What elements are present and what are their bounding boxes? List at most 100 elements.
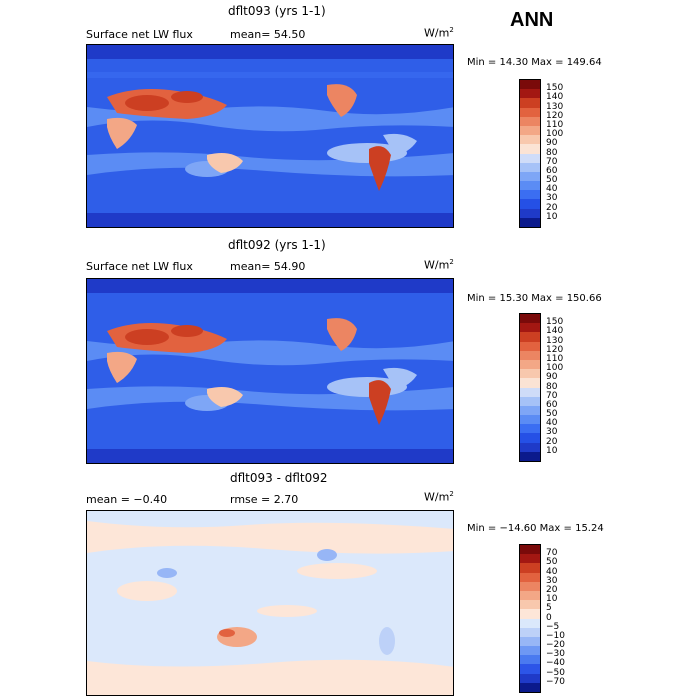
colorbar-swatch [520,442,540,452]
colorbar-swatch [520,153,540,163]
colorbar-swatch [520,89,540,99]
colorbar-tick-label: 70 [546,548,558,559]
colorbar-swatch [520,314,540,324]
colorbar-tick-label: 10 [546,211,558,222]
colorbar-tick-label: 20 [546,202,558,213]
colorbar-tick-label: 80 [546,147,558,158]
colorbar-swatch [520,618,540,628]
colorbar-swatch [520,116,540,126]
colorbar-tick-label: 140 [546,326,564,337]
colorbar-swatch [520,341,540,351]
colorbar-swatch [520,199,540,209]
colorbar-tick-label: 120 [546,344,564,355]
colorbar-tick-label: 20 [546,436,558,447]
colorbar-swatch [520,208,540,218]
colorbar-tick-label: 100 [546,363,564,374]
colorbar-tick-label: 0 [546,612,552,623]
colorbar-tick-label: 30 [546,193,558,204]
colorbar-tick-label: 30 [546,427,558,438]
colorbar-swatch [520,80,540,90]
colorbar-swatch [520,609,540,619]
colorbar-tick-label: 60 [546,165,558,176]
panel3-map-field [87,511,453,695]
colorbar-swatch [520,125,540,136]
colorbar-tick-label: 130 [546,335,564,346]
panel3-mean-label: mean = −0.40 [86,493,168,506]
panel1-title: dflt093 (yrs 1-1) [228,4,326,18]
colorbar-tick-label: 10 [546,594,558,605]
colorbar-tick-label: −50 [546,667,565,678]
colorbar-swatch [520,98,540,108]
panel1-map [86,44,454,228]
colorbar-swatch [520,387,540,397]
colorbar-swatch [520,171,540,182]
colorbar-swatch [520,433,540,443]
colorbar-swatch [520,682,540,692]
colorbar-swatch [520,600,540,610]
colorbar-swatch [520,590,540,601]
panel1-mean-label: mean= 54.50 [230,28,306,41]
panel2-title: dflt092 (yrs 1-1) [228,238,326,252]
panel2-map [86,278,454,464]
colorbar-tick-label: 100 [546,129,564,140]
colorbar-swatch [520,359,540,370]
colorbar-swatch [520,627,540,637]
panel2-minmax: Min = 15.30 Max = 150.66 [467,293,602,304]
panel1-map-field [87,45,453,227]
colorbar-tick-label: 40 [546,184,558,195]
colorbar-swatch [520,581,540,591]
colorbar-tick-label: 50 [546,409,558,420]
colorbar-tick-label: −70 [546,676,565,687]
colorbar-tick-label: 90 [546,138,558,149]
colorbar-swatch [520,545,540,555]
panel1-units: W/m2 [424,26,454,40]
panel3-map [86,510,454,696]
colorbar-tick-label: 30 [546,575,558,586]
colorbar-tick-label: 40 [546,418,558,429]
season-label: ANN [510,9,554,31]
colorbar-tick-label: 10 [546,445,558,456]
colorbar-tick-label: 50 [546,557,558,568]
panel3-units: W/m2 [424,490,454,504]
colorbar-tick-label: 130 [546,101,564,112]
colorbar-swatch [520,369,540,379]
panel1-variable-label: Surface net LW flux [86,28,193,41]
colorbar-swatch [520,378,540,388]
colorbar-swatch [520,563,540,573]
colorbar-swatch [520,181,540,191]
colorbar-swatch [520,424,540,434]
colorbar-swatch [520,107,540,117]
panel3-rmse-label: rmse = 2.70 [230,493,299,506]
colorbar-swatch [520,217,540,227]
colorbar-tick-label: 70 [546,390,558,401]
colorbar-tick-label: 110 [546,119,564,130]
colorbar-tick-label: 110 [546,353,564,364]
panel3-title: dflt093 - dflt092 [230,471,328,485]
colorbar-swatch [520,190,540,200]
panel1-colorbar [519,79,541,228]
colorbar-swatch [520,646,540,656]
colorbar-swatch [520,673,540,683]
panel2-mean-label: mean= 54.90 [230,260,306,273]
panel2-units: W/m2 [424,258,454,272]
colorbar-tick-label: 90 [546,372,558,383]
colorbar-swatch [520,636,540,647]
colorbar-swatch [520,415,540,425]
panel3-colorbar [519,544,541,693]
colorbar-tick-label: 150 [546,83,564,94]
panel1-minmax: Min = 14.30 Max = 149.64 [467,57,602,68]
panel2-colorbar [519,313,541,462]
colorbar-tick-label: 120 [546,110,564,121]
colorbar-tick-label: −20 [546,640,565,651]
colorbar-swatch [520,572,540,582]
colorbar-swatch [520,162,540,172]
colorbar-swatch [520,144,540,154]
colorbar-tick-label: −10 [546,630,565,641]
colorbar-swatch [520,350,540,360]
colorbar-swatch [520,135,540,145]
colorbar-tick-label: 70 [546,156,558,167]
colorbar-swatch [520,664,540,674]
colorbar-swatch [520,405,540,416]
colorbar-tick-label: 80 [546,381,558,392]
colorbar-tick-label: 20 [546,584,558,595]
